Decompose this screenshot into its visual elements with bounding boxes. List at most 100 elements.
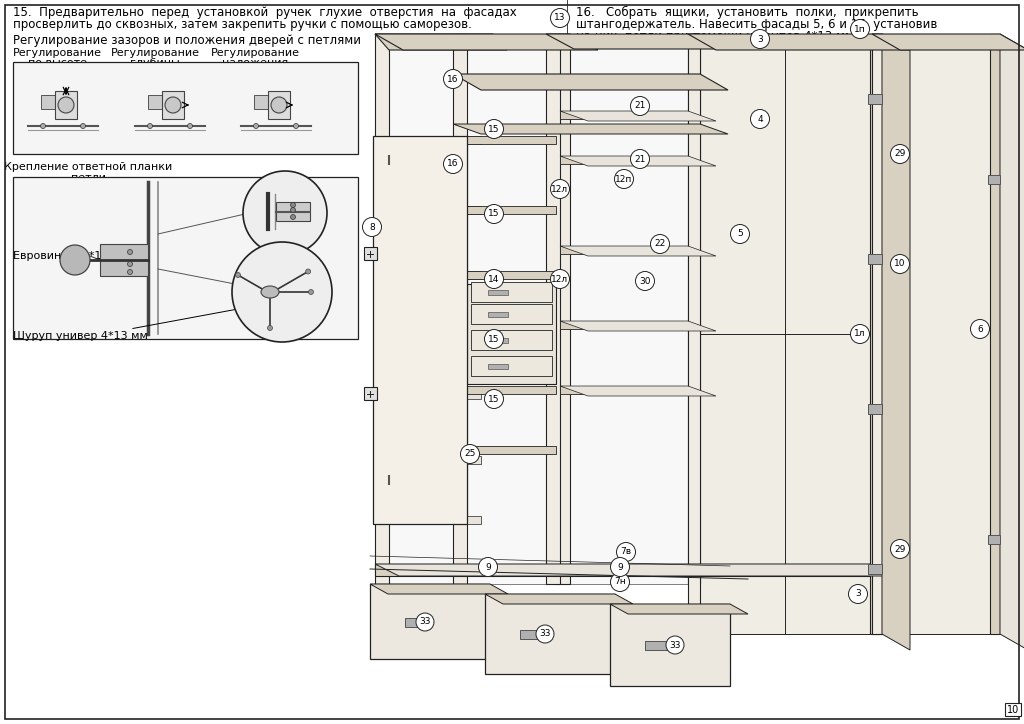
Polygon shape bbox=[268, 91, 290, 119]
Polygon shape bbox=[560, 321, 688, 329]
Circle shape bbox=[294, 124, 299, 128]
Polygon shape bbox=[254, 95, 284, 109]
Text: 10: 10 bbox=[1007, 705, 1019, 715]
Text: глубины: глубины bbox=[130, 58, 180, 68]
Circle shape bbox=[614, 169, 634, 188]
Polygon shape bbox=[389, 516, 481, 524]
Circle shape bbox=[443, 154, 463, 174]
Text: 1л: 1л bbox=[854, 329, 865, 339]
Circle shape bbox=[254, 124, 258, 128]
Text: 33: 33 bbox=[419, 618, 431, 626]
Text: 16: 16 bbox=[447, 75, 459, 83]
Text: 10: 10 bbox=[894, 259, 906, 269]
Text: по высоте: по высоте bbox=[28, 58, 86, 68]
Bar bbox=[488, 338, 508, 343]
Polygon shape bbox=[467, 271, 556, 279]
Text: 12л: 12л bbox=[552, 274, 568, 284]
Text: 16.   Собрать  ящики,  установить  полки,  прикрепить: 16. Собрать ящики, установить полки, при… bbox=[575, 6, 919, 19]
Polygon shape bbox=[471, 304, 552, 324]
Polygon shape bbox=[610, 604, 748, 614]
Circle shape bbox=[232, 242, 332, 342]
Circle shape bbox=[851, 20, 869, 38]
Circle shape bbox=[484, 329, 504, 348]
Text: петли: петли bbox=[71, 173, 105, 183]
Polygon shape bbox=[467, 386, 556, 394]
Circle shape bbox=[291, 214, 296, 219]
Text: 1п: 1п bbox=[854, 25, 866, 33]
Text: 29: 29 bbox=[894, 149, 905, 159]
Text: 8: 8 bbox=[369, 222, 375, 232]
Text: на них  петли при помощи шурупов 4*13 мм.: на них петли при помощи шурупов 4*13 мм. bbox=[575, 30, 858, 43]
Text: 33: 33 bbox=[540, 629, 551, 639]
Text: 3: 3 bbox=[757, 35, 763, 43]
Circle shape bbox=[616, 542, 636, 562]
Polygon shape bbox=[467, 284, 556, 384]
Text: наложения: наложения bbox=[222, 58, 288, 68]
Polygon shape bbox=[882, 34, 910, 650]
Circle shape bbox=[416, 613, 434, 631]
Circle shape bbox=[461, 445, 479, 463]
Polygon shape bbox=[389, 326, 453, 334]
Polygon shape bbox=[389, 206, 453, 214]
Text: 4: 4 bbox=[757, 114, 763, 124]
Polygon shape bbox=[375, 34, 389, 584]
Polygon shape bbox=[882, 34, 990, 634]
Circle shape bbox=[751, 30, 769, 49]
Circle shape bbox=[291, 208, 296, 213]
Circle shape bbox=[666, 636, 684, 654]
Circle shape bbox=[58, 97, 74, 113]
Bar bbox=[364, 247, 377, 260]
Polygon shape bbox=[610, 604, 730, 686]
Polygon shape bbox=[546, 34, 560, 584]
Polygon shape bbox=[370, 584, 490, 659]
Circle shape bbox=[81, 124, 85, 128]
Polygon shape bbox=[276, 202, 310, 221]
Text: штангодержатель. Навесить фасады 5, 6 и 16, установив: штангодержатель. Навесить фасады 5, 6 и … bbox=[575, 18, 937, 31]
Polygon shape bbox=[148, 95, 178, 109]
Bar bbox=[988, 535, 1000, 544]
Circle shape bbox=[147, 124, 153, 128]
Polygon shape bbox=[389, 271, 453, 279]
Text: 14: 14 bbox=[488, 274, 500, 284]
Circle shape bbox=[128, 261, 132, 266]
Polygon shape bbox=[560, 156, 716, 166]
Circle shape bbox=[610, 557, 630, 576]
Polygon shape bbox=[370, 584, 508, 594]
Text: 15: 15 bbox=[488, 395, 500, 403]
Polygon shape bbox=[389, 271, 481, 279]
Circle shape bbox=[243, 171, 327, 255]
Bar bbox=[406, 618, 427, 627]
Text: 13: 13 bbox=[554, 14, 565, 22]
Circle shape bbox=[971, 319, 989, 339]
Text: Регулирование: Регулирование bbox=[12, 48, 101, 58]
Polygon shape bbox=[467, 206, 556, 214]
Text: Шуруп универ 4*13 мм: Шуруп универ 4*13 мм bbox=[13, 331, 147, 341]
Text: 25: 25 bbox=[464, 450, 476, 458]
Polygon shape bbox=[560, 386, 716, 396]
Polygon shape bbox=[389, 456, 453, 464]
Polygon shape bbox=[389, 34, 453, 584]
Polygon shape bbox=[700, 34, 870, 634]
Polygon shape bbox=[471, 282, 552, 302]
Circle shape bbox=[443, 70, 463, 88]
Circle shape bbox=[484, 204, 504, 224]
Polygon shape bbox=[485, 594, 633, 604]
Polygon shape bbox=[389, 391, 453, 399]
Text: 21: 21 bbox=[634, 154, 646, 164]
Polygon shape bbox=[560, 111, 716, 121]
Circle shape bbox=[128, 250, 132, 255]
Bar bbox=[364, 387, 377, 400]
Polygon shape bbox=[471, 356, 552, 376]
Circle shape bbox=[536, 625, 554, 643]
Polygon shape bbox=[375, 34, 507, 50]
Polygon shape bbox=[389, 516, 453, 524]
Text: 6: 6 bbox=[977, 324, 983, 334]
Bar bbox=[520, 630, 542, 639]
Polygon shape bbox=[453, 34, 467, 584]
Circle shape bbox=[291, 203, 296, 208]
Polygon shape bbox=[560, 321, 716, 331]
Bar bbox=[1005, 703, 1021, 716]
Polygon shape bbox=[453, 74, 700, 76]
Polygon shape bbox=[467, 34, 556, 584]
Bar bbox=[868, 254, 882, 264]
